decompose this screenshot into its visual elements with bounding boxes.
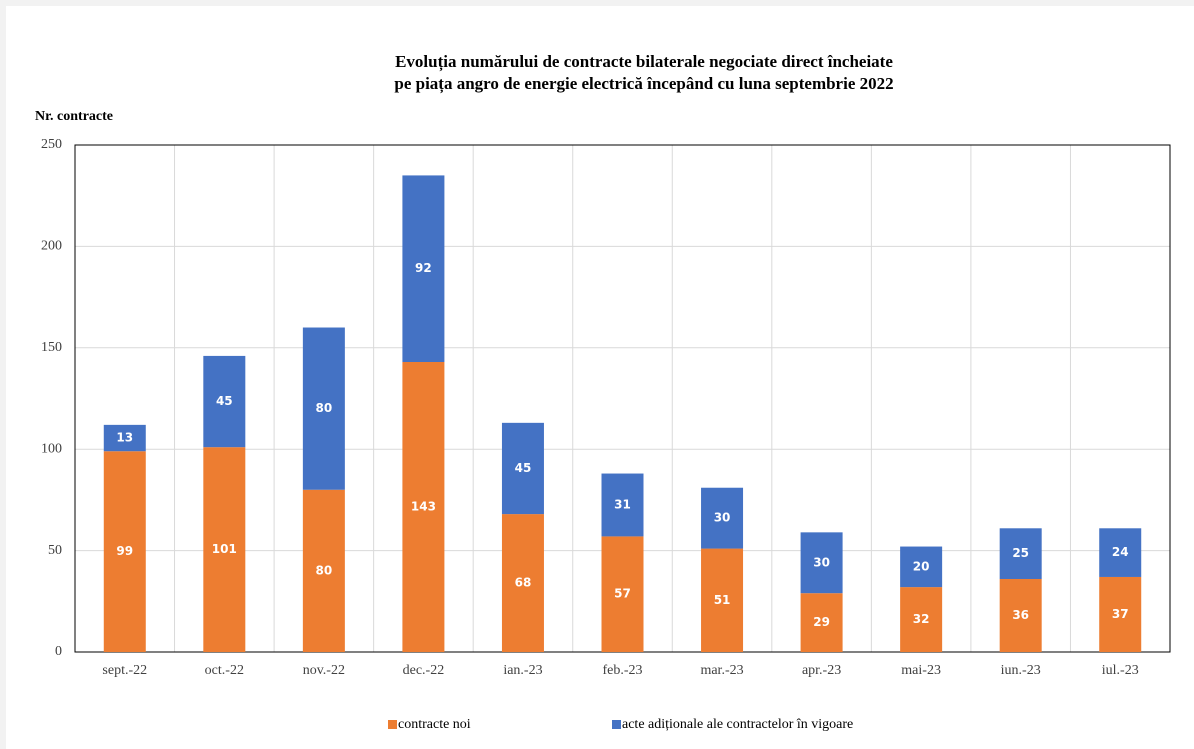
y-tick-label: 100 <box>41 441 62 456</box>
y-tick-label: 0 <box>55 644 62 659</box>
x-tick-label: dec.-22 <box>403 663 445 678</box>
y-axis-title: Nr. contracte <box>35 109 113 124</box>
x-tick-label: feb.-23 <box>602 663 642 678</box>
chart-title: pe piața angro de energie electrică înce… <box>394 74 893 94</box>
data-label: 30 <box>813 555 830 569</box>
bar-segment <box>402 175 445 362</box>
legend-marker <box>388 720 397 729</box>
bar-segment <box>800 532 843 594</box>
bar-segment <box>103 451 146 652</box>
data-label: 31 <box>614 497 631 511</box>
data-label: 80 <box>316 563 333 577</box>
chart-title: Evoluția numărului de contracte bilatera… <box>395 52 893 72</box>
bar-segment <box>601 473 644 537</box>
data-label: 92 <box>415 261 432 275</box>
bar-segment <box>1099 528 1142 577</box>
bar-segment <box>900 546 943 588</box>
x-tick-label: iul.-23 <box>1102 663 1139 678</box>
bar-segment <box>501 422 544 515</box>
data-label: 29 <box>813 615 830 629</box>
data-label: 80 <box>316 401 333 415</box>
legend-marker <box>612 720 621 729</box>
data-label: 30 <box>714 511 731 525</box>
data-label: 24 <box>1112 545 1129 559</box>
data-label: 143 <box>411 499 436 513</box>
data-label: 20 <box>913 559 930 573</box>
data-label: 101 <box>212 542 237 556</box>
data-label: 37 <box>1112 607 1129 621</box>
x-tick-label: nov.-22 <box>303 663 345 678</box>
data-label: 13 <box>116 431 133 445</box>
bar-segment <box>800 593 843 652</box>
bar-segment <box>302 489 345 652</box>
bar-segment <box>701 487 744 549</box>
x-tick-label: ian.-23 <box>503 663 542 678</box>
data-label: 68 <box>515 576 532 590</box>
legend-label: contracte noi <box>398 717 471 732</box>
y-tick-label: 50 <box>48 543 62 558</box>
data-label: 25 <box>1012 546 1029 560</box>
x-tick-label: mar.-23 <box>700 663 743 678</box>
x-tick-label: oct.-22 <box>205 663 244 678</box>
x-tick-label: mai-23 <box>901 663 941 678</box>
bar-segment <box>103 424 146 452</box>
y-tick-label: 200 <box>41 239 62 254</box>
data-label: 51 <box>714 593 731 607</box>
y-tick-label: 150 <box>41 340 62 355</box>
bar-segment <box>601 536 644 652</box>
bar-segment <box>701 548 744 652</box>
bar-segment <box>999 578 1042 652</box>
bar-segment <box>203 355 246 448</box>
data-label: 32 <box>913 612 930 626</box>
data-label: 57 <box>614 587 631 601</box>
y-tick-label: 250 <box>41 137 62 152</box>
bar-segment <box>999 528 1042 579</box>
data-label: 45 <box>216 394 233 408</box>
x-tick-label: sept.-22 <box>102 663 147 678</box>
bar-segment <box>203 447 246 652</box>
x-tick-label: iun.-23 <box>1001 663 1041 678</box>
bar-segment <box>501 514 544 652</box>
bar-segment <box>900 587 943 652</box>
data-label: 45 <box>515 461 532 475</box>
data-label: 36 <box>1012 608 1029 622</box>
data-label: 99 <box>116 544 133 558</box>
bar-segment <box>402 361 445 652</box>
legend-label: acte adiționale ale contractelor în vigo… <box>622 717 853 732</box>
bar-segment <box>302 327 345 490</box>
bar-segment <box>1099 576 1142 652</box>
x-tick-label: apr.-23 <box>802 663 841 678</box>
